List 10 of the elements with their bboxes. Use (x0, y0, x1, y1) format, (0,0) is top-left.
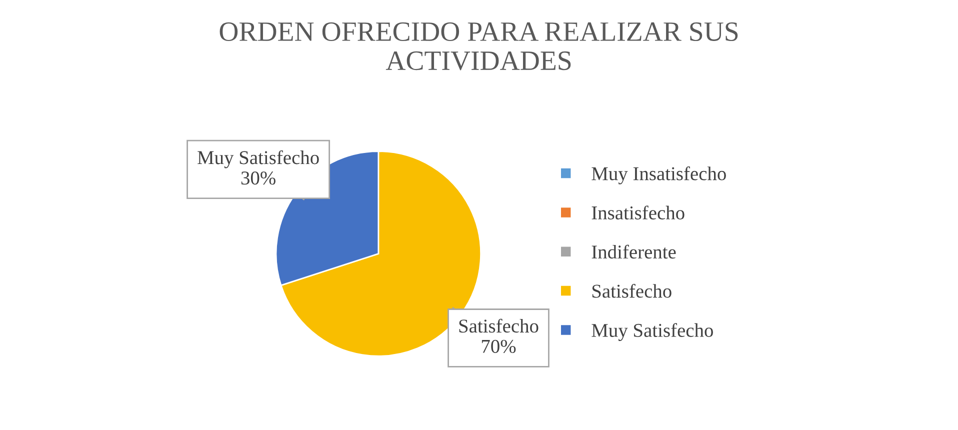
slice-label: Muy Satisfecho (198, 150, 319, 168)
legend-label: Muy Insatisfecho (592, 166, 726, 184)
data-label: 70% (482, 340, 516, 354)
chart-title: ORDEN OFRECIDO PARA REALIZAR SUS ACTIVIDADES (220, 22, 738, 70)
legend-label: Satisfecho (592, 284, 672, 298)
slice-label: Satisfecho (459, 318, 538, 333)
data-label: 30% (241, 171, 276, 185)
legend-label: Indiferente (592, 244, 676, 259)
legend-label: Insatisfecho (592, 206, 684, 220)
legend-label: Muy Satisfecho (592, 323, 713, 341)
